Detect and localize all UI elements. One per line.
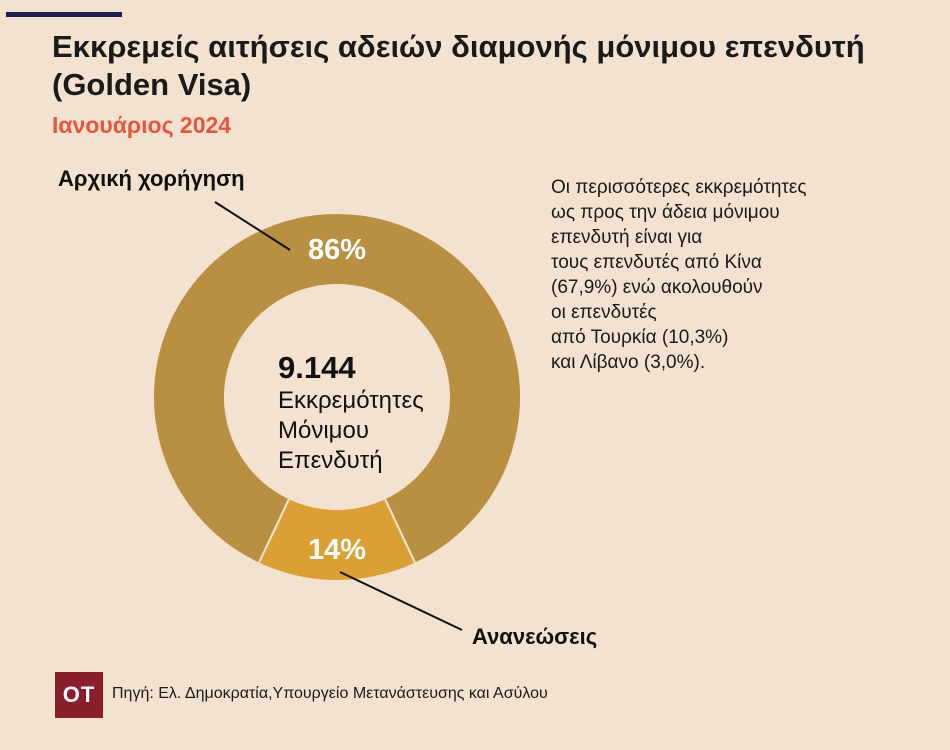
total-pending-value: 9.144	[278, 350, 356, 385]
note-line: από Τουρκία (10,3%)	[551, 327, 729, 348]
leader-line-renewals	[339, 571, 463, 631]
percent-labels: 86% 14%	[308, 234, 366, 566]
publisher-logo: OT	[55, 672, 103, 718]
center-line-1: Εκκρεμότητες	[278, 387, 424, 414]
leader-line-initial-grant	[214, 201, 291, 251]
center-line-2: Μόνιμου	[278, 417, 369, 444]
note-line: επενδυτή είναι για	[551, 227, 703, 248]
note-line: τους επενδυτές από Κίνα	[551, 252, 762, 273]
donut-slices	[152, 212, 522, 582]
donut-center-text: 9.144 Εκκρεμότητες Μόνιμου Επενδυτή	[278, 350, 478, 476]
annotation-note: Οι περισσότερες εκκρεμότητες ως προς την…	[551, 175, 881, 375]
top-accent-bar	[6, 12, 122, 17]
chart-title: Εκκρεμείς αιτήσεις αδειών διαμονής μόνιμ…	[52, 29, 865, 102]
note-line: (67,9%) ενώ ακολουθούν	[551, 277, 763, 298]
leader-lines	[214, 201, 463, 631]
slice-initial-grant	[152, 212, 522, 565]
note-line: και Λίβανο (3,0%).	[551, 352, 706, 373]
chart-subtitle: Ιανουάριος 2024	[52, 112, 232, 138]
source-text: Πηγή: Ελ. Δημοκρατία,Υπουργείο Μετανάστε…	[112, 685, 548, 702]
slice-label-renewals: Ανανεώσεις	[472, 624, 598, 649]
slice-label-initial-grant: Αρχική χορήγηση	[58, 166, 245, 191]
percent-label-renewals: 14%	[308, 534, 366, 566]
note-line: ως προς την άδεια μόνιμου	[551, 202, 780, 223]
percent-label-initial-grant: 86%	[308, 234, 366, 266]
slice-renewals	[257, 497, 417, 582]
note-line: Οι περισσότερες εκκρεμότητες	[551, 177, 807, 198]
center-line-3: Επενδυτή	[278, 447, 383, 474]
note-line: οι επενδυτές	[551, 302, 657, 323]
